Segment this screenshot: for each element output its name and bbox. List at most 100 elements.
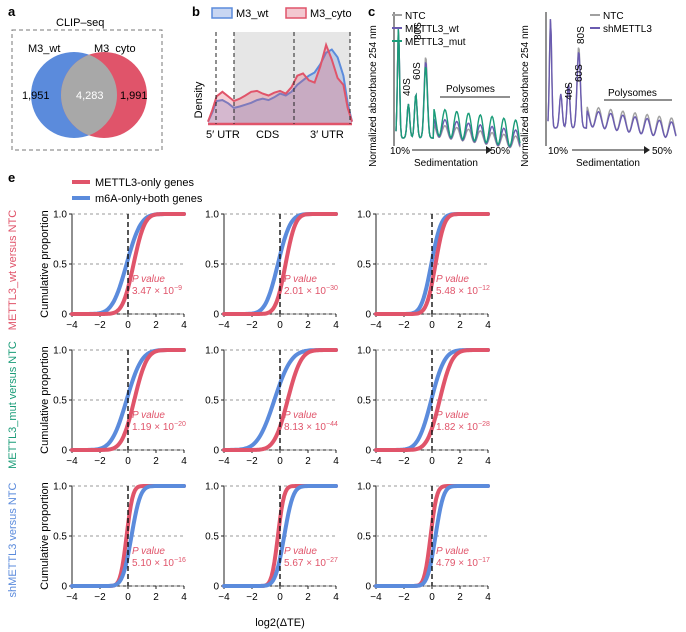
cdf-xtick-label: 4 (181, 320, 187, 331)
peak-label-80s: 80S (413, 22, 424, 40)
pvalue-label: P value (436, 410, 469, 421)
region-label-cds: CDS (256, 129, 279, 141)
cdf-ylabel: Cumulative proportion (39, 482, 51, 590)
pvalue-exponent: −16 (174, 557, 186, 564)
cdf-xtick-label: 2 (153, 456, 159, 467)
series-line-m3-wt (207, 48, 353, 123)
legend-label-mettl3-mut: METTL3_mut (405, 37, 466, 48)
pvalue-exponent: −17 (478, 557, 490, 564)
cdf-curve-m6a (374, 484, 490, 588)
cdf-xtick-label: −2 (398, 320, 410, 331)
pvalue-label: P value (284, 546, 317, 557)
cdf-ytick-label: 0 (61, 310, 67, 321)
polysome-traces (547, 19, 677, 139)
legend-label-wt: M3_wt (236, 8, 268, 20)
polysome-xlabel: Sedimentation (576, 158, 640, 169)
legend-label-cyto: M3_cyto (310, 8, 352, 20)
cdf-xtick-label: 4 (181, 592, 187, 603)
pvalue: 1.82 × 10−28 (436, 421, 490, 433)
pvalue-label: P value (132, 546, 165, 557)
pvalue: 5.67 × 10−27 (284, 557, 338, 569)
arrow-head (486, 146, 492, 154)
cdf-ytick-label: 0 (365, 446, 371, 457)
cdf-ytick-label: 0.5 (357, 260, 371, 271)
series-line-m3-cyto (207, 41, 353, 123)
cdf-ytick-label: 0 (213, 582, 219, 593)
pvalue: 5.10 × 10−16 (132, 557, 186, 569)
cdf-ytick-label: 0.5 (53, 260, 67, 271)
pvalue-exponent: −27 (326, 557, 338, 564)
cdf-xtick-label: −2 (94, 320, 106, 331)
cdf-xtick-label: 2 (153, 592, 159, 603)
panel-e: e METTL3-only genes m6A-only+both genes … (7, 170, 491, 629)
polysome-profile-1: Normalized absorbance 254 nm 40S 60S 80S… (368, 11, 521, 169)
area-fill-m3-cyto (208, 44, 352, 124)
cdf-xtick-label: 4 (333, 320, 339, 331)
panel-label-b: b (192, 4, 200, 19)
legend-label-shmettl3: shMETTL3 (603, 24, 652, 35)
cdf-xtick-label: 0 (125, 592, 131, 603)
cdf-xtick-label: −4 (218, 592, 230, 603)
pvalue-exponent: −44 (326, 421, 338, 428)
cdf-xtick-label: −2 (94, 456, 106, 467)
cdf-ytick-label: 0 (61, 582, 67, 593)
legend-swatch-cyto (285, 7, 307, 19)
cdf-ytick-label: 0 (365, 582, 371, 593)
polysome-ylabel: Normalized absorbance 254 nm (368, 25, 379, 167)
pvalue: 1.19 × 10−20 (132, 421, 186, 433)
cdf-ytick-label: 1.0 (205, 482, 219, 493)
cdf-legend: METTL3-only genes m6A-only+both genes (72, 177, 203, 205)
cdf-ytick-label: 0 (61, 446, 67, 457)
venn-overlap (60, 54, 118, 136)
cdf-ylabel: Cumulative proportion (39, 346, 51, 454)
cdf-xtick-label: −4 (66, 320, 78, 331)
cdf-xtick-label: 0 (125, 456, 131, 467)
cdf-xtick-label: −4 (66, 456, 78, 467)
pvalue: 8.13 × 10−44 (284, 421, 338, 433)
polysomes-label: Polysomes (608, 88, 657, 99)
trace-mettl3-mut (395, 29, 521, 148)
cdf-ytick-label: 0.5 (205, 260, 219, 271)
cdf-ytick-label: 1.0 (357, 482, 371, 493)
legend-label-ntc: NTC (603, 11, 624, 22)
panel-label-e: e (8, 170, 15, 185)
peak-label-40s: 40S (402, 78, 413, 96)
venn-count-overlap: 4,283 (76, 90, 104, 102)
row-label-2: METTL3_mut versus NTC (7, 341, 19, 469)
legend-label-mettl3-only: METTL3-only genes (95, 177, 195, 189)
cdf-ytick-label: 0.5 (53, 532, 67, 543)
region-label-utr5: 5′ UTR (206, 129, 240, 141)
trace-ntc (547, 19, 677, 138)
cdf-xtick-label: 0 (277, 592, 283, 603)
cdf-ytick-label: 0.5 (205, 396, 219, 407)
pvalue: 5.48 × 10−12 (436, 285, 490, 297)
cdf-xtick-label: 2 (457, 592, 463, 603)
cdf-xtick-label: 4 (181, 456, 187, 467)
legend-label-mettl3-wt: METTL3_wt (405, 24, 459, 35)
cdf-xtick-label: 2 (305, 456, 311, 467)
polysome-traces (395, 29, 521, 149)
cdf-xtick-label: −2 (94, 592, 106, 603)
cdf-xtick-label: −4 (370, 592, 382, 603)
cdf-xtick-label: −4 (218, 320, 230, 331)
cdf-curve-mettl3-only (374, 348, 490, 452)
cdf-ytick-label: 1.0 (205, 346, 219, 357)
panel-a: a CLIP–seq M3_wt M3_cyto 1,951 4,283 1,9… (8, 4, 163, 151)
peak-label-60s: 60S (412, 62, 423, 80)
cdf-xtick-label: −2 (246, 456, 258, 467)
cdf-ytick-label: 1.0 (205, 210, 219, 221)
cdf-ytick-label: 0 (365, 310, 371, 321)
cdf-xtick-label: −4 (218, 456, 230, 467)
peak-label-40s: 40S (564, 82, 575, 100)
cdf-xtick-label: 2 (153, 320, 159, 331)
cdf-xtick-label: 4 (485, 320, 491, 331)
arrow-head (644, 146, 650, 154)
